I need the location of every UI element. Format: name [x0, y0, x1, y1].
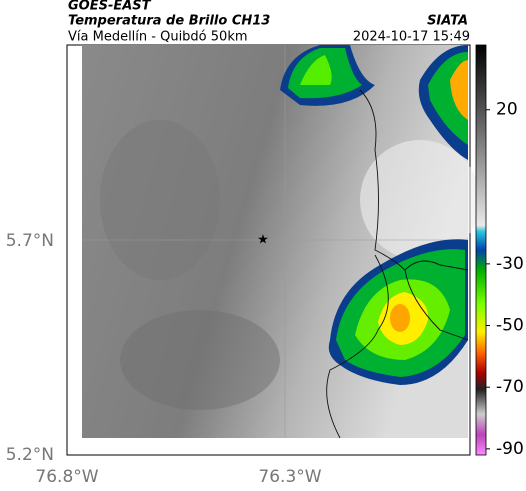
- subtitle: Temperatura de Brillo CH13: [68, 14, 270, 29]
- source: SIATA: [427, 14, 468, 29]
- colorbar-tick-label: -30: [496, 254, 524, 274]
- colorbar-tick-label: -50: [496, 316, 524, 336]
- timestamp: 2024-10-17 15:49: [353, 30, 470, 45]
- lat-label: 5.2°N: [6, 445, 54, 465]
- map: ★: [66, 44, 480, 456]
- colorbar-tick-label: -70: [496, 377, 524, 397]
- lat-label: 5.7°N: [6, 231, 54, 251]
- colorbar-tick-label: -90: [496, 439, 524, 459]
- location: Vía Medellín - Quibdó 50km: [68, 30, 248, 45]
- lon-label: 76.3°W: [258, 467, 321, 487]
- colorbar: [475, 44, 487, 456]
- svg-text:★: ★: [257, 233, 269, 248]
- colorbar-tick-label: 20: [496, 100, 518, 120]
- lon-label: 76.8°W: [35, 467, 98, 487]
- title: GOES-EAST: [68, 0, 152, 14]
